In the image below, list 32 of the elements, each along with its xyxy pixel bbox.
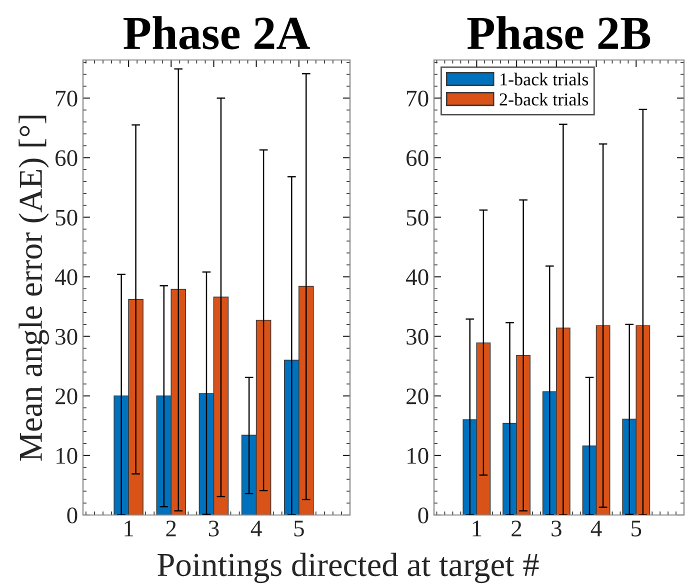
x-tick-label: 5 — [632, 520, 642, 536]
chart-title: Phase 2B — [467, 16, 650, 50]
x-tick-label: 2 — [166, 520, 176, 536]
y-tick-label: 40 — [54, 269, 78, 286]
y-tick-label: 20 — [56, 388, 78, 404]
x-tick-label: 2 — [512, 520, 522, 536]
y-axis-title: Mean angle error (AE) [°] — [18, 116, 49, 461]
y-tick-label: 60 — [56, 150, 78, 166]
y-tick-label: 50 — [56, 210, 78, 226]
y-tick-label: 70 — [56, 90, 78, 107]
y-tick-label: 60 — [406, 150, 428, 166]
y-tick-label: 40 — [406, 269, 428, 286]
x-tick-label: 4 — [250, 520, 262, 536]
y-tick-label: 20 — [406, 388, 428, 404]
x-tick-label: 1 — [472, 520, 482, 536]
x-tick-label: 1 — [124, 520, 134, 536]
x-axis-title: Pointings directed at target # — [158, 552, 539, 584]
y-tick-label: 10 — [56, 448, 78, 464]
y-tick-label: 50 — [406, 210, 428, 226]
x-tick-label: 4 — [590, 520, 602, 536]
y-tick-label: 30 — [56, 328, 78, 345]
chart-title: Phase 2A — [124, 16, 310, 50]
legend-label: 2-back trials — [500, 92, 588, 106]
y-tick-label: 0 — [67, 507, 78, 524]
y-tick-label: 70 — [407, 90, 428, 107]
y-tick-label: 10 — [408, 448, 428, 464]
legend-label: 1-back trials — [500, 72, 588, 86]
x-tick-label: 5 — [294, 520, 304, 536]
y-tick-label: 30 — [406, 328, 428, 345]
y-tick-label: 0 — [418, 507, 428, 524]
x-tick-label: 3 — [208, 520, 219, 536]
x-tick-label: 3 — [552, 520, 562, 536]
